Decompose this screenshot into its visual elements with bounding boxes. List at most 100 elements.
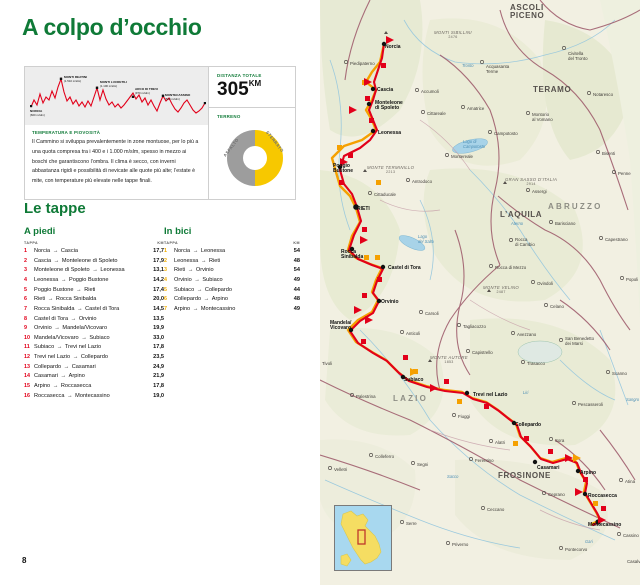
arrow-right-icon: → [202, 296, 211, 303]
stage-to: Leonessa [100, 267, 125, 274]
stages-column-in-bici: In bici TAPPA KM 1 Norcia → Leonessa 54 2 Le… [164, 226, 300, 401]
stage-km: 44 [293, 286, 300, 293]
stage-to: Rieti [208, 257, 221, 264]
stage-km: 23,5 [153, 354, 164, 361]
arrow-right-icon: → [59, 276, 68, 283]
stage-km: 13,1 [153, 267, 164, 274]
arrow-right-icon: → [52, 257, 61, 264]
stage-to: Casamari [71, 363, 96, 370]
stage-km: 17,7 [153, 248, 164, 255]
donut-slice-asfalto [227, 129, 255, 186]
arrow-right-icon: → [51, 383, 60, 390]
stage-route: Leonessa → Poggio Bustone [34, 277, 142, 285]
stage-number: 8 [24, 315, 27, 322]
stage-to: Montecassino [75, 392, 110, 399]
stage-route: Norcia → Cascia [34, 248, 142, 256]
arrow-right-icon: → [191, 248, 200, 255]
stage-number: 6 [164, 296, 167, 303]
stage-row: 8 Castel di Tora → Orvinio 13,5 [24, 314, 164, 324]
header-tappa: TAPPA [24, 241, 39, 245]
peak-name: MONTI LUCRETILI [100, 80, 127, 84]
peak-name: ARCO DI TREVI [135, 87, 159, 91]
summary-card: NORCIA (600 m/slm) MONTI REATINI (1.510 … [24, 66, 296, 200]
arrow-right-icon: → [46, 296, 55, 303]
stage-row: 4 Leonessa → Poggio Bustone 14,2 [24, 276, 164, 286]
profile-peak-montecassino: MONTECASSINO (520 m/slm) [165, 93, 191, 101]
stage-from: Casamari [34, 373, 58, 380]
arrow-right-icon: → [65, 392, 75, 399]
stage-number: 4 [24, 276, 27, 283]
arrow-right-icon: → [58, 373, 68, 380]
stage-from: Monteleone di Spoleto [34, 267, 90, 274]
arrow-right-icon: → [186, 267, 195, 274]
stage-number: 2 [164, 257, 167, 264]
stage-row: 4 Orvinio → Subiaco 49 [164, 276, 300, 286]
stage-to: Monteleone di Spoleto [61, 257, 118, 264]
stage-row: 14 Casamari → Arpino 21,9 [24, 372, 164, 382]
stage-km: 17,8 [153, 383, 164, 390]
peak-alt: (1.100 m/slm) [100, 83, 118, 88]
stage-to: Rocca Sinibalda [55, 296, 97, 303]
stage-route: Monteleone di Spoleto → Leonessa [34, 267, 142, 275]
peak-name: MONTECASSINO [165, 93, 191, 97]
stage-row: 6 Rieti → Rocca Sinibalda 20,0 [24, 295, 164, 305]
stages-rows-in-bici: 1 Norcia → Leonessa 54 2 Leonessa → Rieti 48 3… [164, 247, 300, 314]
stage-from: Rieti [174, 267, 186, 274]
stage-route: Mandela/Vicovaro → Subiaco [34, 335, 142, 343]
stage-km: 48 [293, 296, 300, 303]
stage-row: 2 Cascia → Monteleone di Spoleto 17,9 [24, 257, 164, 267]
stage-route: Leonessa → Rieti [174, 258, 278, 266]
stage-km: 17,9 [153, 257, 164, 264]
stage-to: Collepardo [80, 354, 108, 361]
temperature-body: Il Cammino si sviluppa prevalentemente i… [32, 139, 199, 185]
stage-route: Arpino → Montecassino [174, 306, 278, 314]
stage-to: Orvinio [195, 267, 214, 274]
stage-row: 3 Rieti → Orvinio 54 [164, 266, 300, 276]
stage-from: Castel di Tora [34, 315, 69, 322]
stages-table-header: TAPPA KM [24, 241, 164, 246]
stage-route: Rocca Sinibalda → Castel di Tora [34, 306, 142, 314]
stage-row: 3 Monteleone di Spoleto → Leonessa 13,1 [24, 266, 164, 276]
stage-route: Collepardo → Arpino [174, 296, 278, 304]
stage-from: Mandela/Vicovaro [34, 334, 79, 341]
total-distance-heading: DISTANZA TOTALE [217, 73, 262, 78]
stage-from: Arpino [34, 383, 51, 390]
stage-route: Casamari → Arpino [34, 373, 142, 381]
page-number: 8 [22, 556, 27, 565]
stage-from: Rieti [34, 296, 46, 303]
stage-km: 48 [293, 257, 300, 264]
stage-from: Orvinio [34, 325, 52, 332]
terrain-block: TERRENO ASFALTO STERRATO [209, 108, 295, 199]
stage-from: Collepardo [34, 363, 62, 370]
stages-column-a-piedi: A piedi TAPPA KM 1 Norcia → Cascia 17,7 2 Ca… [24, 226, 164, 401]
stage-number: 1 [164, 248, 167, 255]
stage-row: 10 Mandela/Vicovaro → Subiaco 33,0 [24, 334, 164, 344]
map-panel[interactable]: UMBRIAMARCHEABRUZZOLAZIOASCOLIPICENOTERA… [320, 0, 640, 585]
stage-number: 3 [164, 267, 167, 274]
stage-number: 13 [24, 363, 30, 370]
terrain-heading: TERRENO [217, 113, 241, 119]
stage-to: Cascia [60, 248, 78, 255]
stage-route: Cascia → Monteleone di Spoleto [34, 258, 142, 266]
stage-number: 2 [24, 257, 27, 264]
stage-number: 12 [24, 354, 30, 361]
stage-from: Roccasecca [34, 392, 65, 399]
left-column: A colpo d’occhio NORCIA [22, 14, 300, 565]
stage-route: Rieti → Orvinio [174, 267, 278, 275]
peak-name: NORCIA [30, 109, 43, 113]
arrow-right-icon: → [69, 315, 78, 322]
stage-route: Rieti → Rocca Sinibalda [34, 296, 142, 304]
stage-to: Castel di Tora [85, 305, 120, 312]
stage-to: Arpino [68, 373, 85, 380]
profile-peak-monti-lucretili: MONTI LUCRETILI (1.100 m/slm) [100, 80, 127, 88]
stage-row: 1 Norcia → Cascia 17,7 [24, 247, 164, 257]
stage-number: 15 [24, 383, 30, 390]
stage-from: Leonessa [174, 257, 199, 264]
stage-route: Orvinio → Subiaco [174, 277, 278, 285]
stage-to: Leonessa [200, 248, 226, 255]
terrain-donut-svg [227, 129, 283, 186]
stage-to: Roccasecca [60, 383, 92, 390]
stage-to: Mandela/Vicovaro [62, 325, 108, 332]
arrow-right-icon: → [74, 286, 84, 293]
stage-km: 14,5 [153, 305, 164, 312]
